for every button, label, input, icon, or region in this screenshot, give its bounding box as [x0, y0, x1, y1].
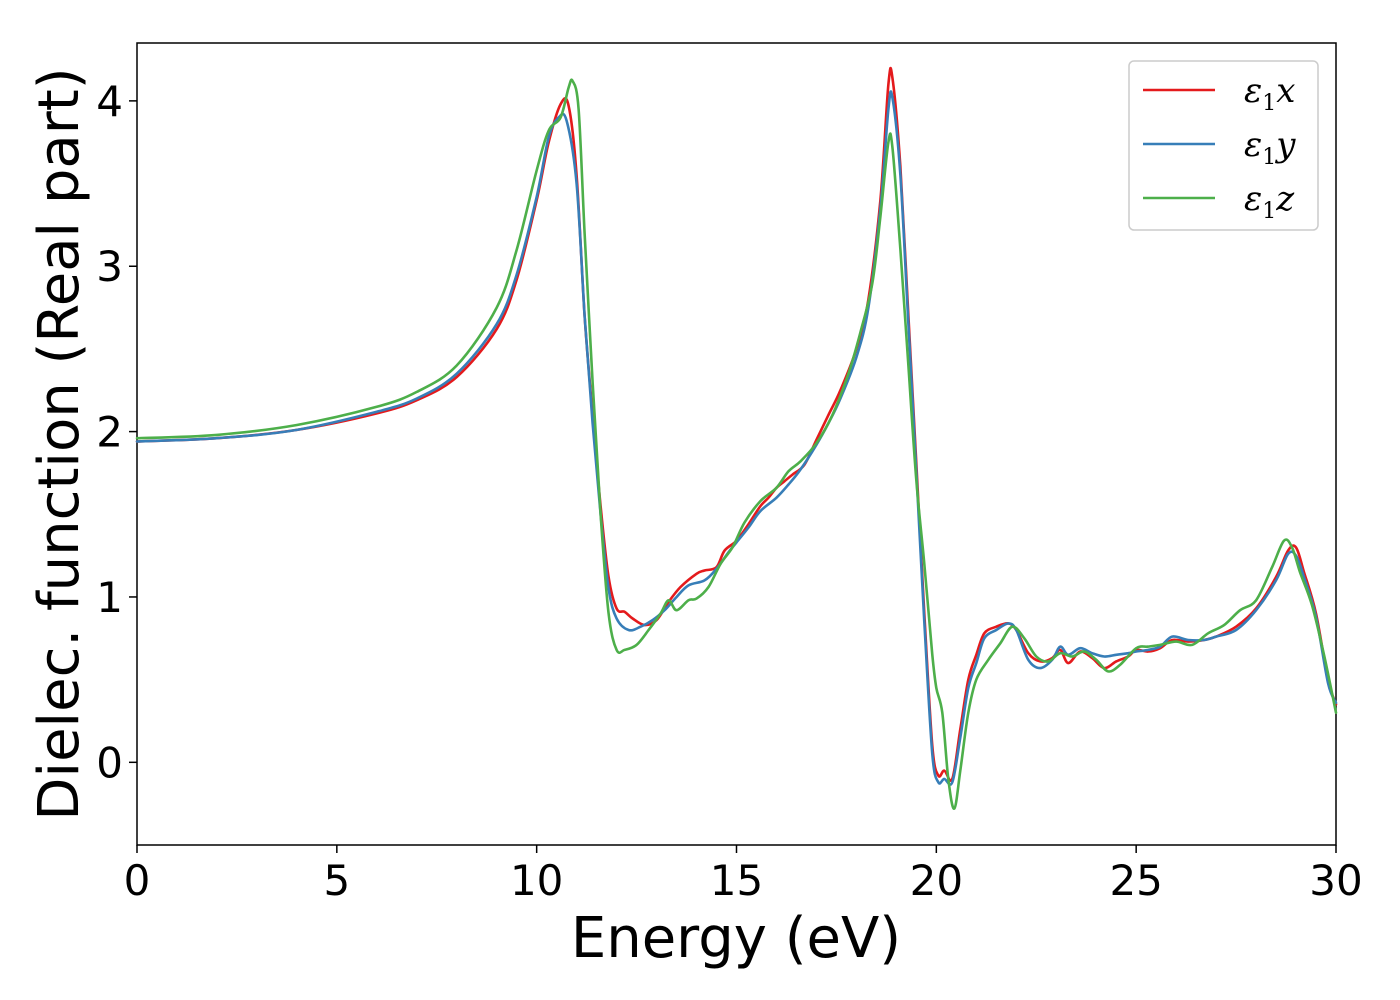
- y-tick-label: 4: [96, 77, 123, 126]
- legend-label-y: ε1y: [1244, 125, 1296, 170]
- legend-label-x: ε1x: [1244, 71, 1295, 116]
- x-tick-label: 5: [323, 856, 350, 905]
- x-axis-ticks: 0 5 10 15 20 25 30: [124, 845, 1363, 905]
- x-tick-label: 10: [510, 856, 563, 905]
- x-tick-label: 0: [124, 856, 151, 905]
- series-layer: [135, 66, 1338, 810]
- y-axis-title: Dielec. function (Real part): [27, 67, 92, 820]
- x-axis-title: Energy (eV): [571, 906, 901, 971]
- y-tick-label: 3: [96, 242, 123, 291]
- legend-label-z: ε1z: [1244, 179, 1295, 224]
- x-tick-label: 30: [1309, 856, 1362, 905]
- series-line-y: [135, 90, 1338, 786]
- legend: ε1x ε1y ε1z: [1128, 60, 1319, 231]
- y-tick-label: 2: [96, 408, 123, 457]
- y-axis-ticks: 0 1 2 3 4: [96, 77, 137, 787]
- y-tick-label: 1: [96, 573, 123, 622]
- legend-box: [1128, 60, 1319, 231]
- x-tick-label: 25: [1109, 856, 1162, 905]
- y-tick-label: 0: [96, 738, 123, 787]
- x-tick-label: 20: [910, 856, 963, 905]
- x-tick-label: 15: [710, 856, 763, 905]
- series-line-z: [135, 78, 1338, 810]
